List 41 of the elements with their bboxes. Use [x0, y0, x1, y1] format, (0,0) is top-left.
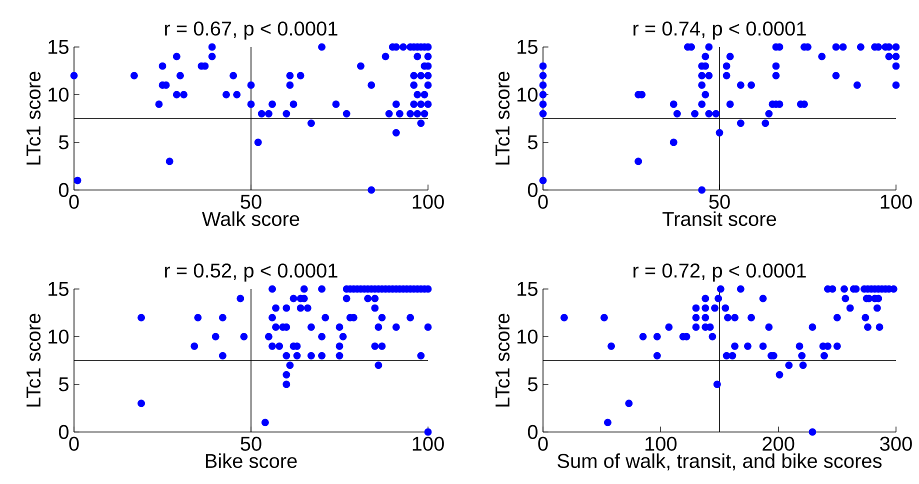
y-axis-title: LTc1 score [496, 314, 510, 406]
y-tick-label: 15 [518, 282, 538, 296]
x-tick-label: 50 [709, 194, 730, 209]
y-tick-label: 10 [48, 88, 69, 102]
y-tick-label: 10 [48, 330, 69, 344]
y-axis-title: LTc1 score [496, 72, 510, 164]
y-tick-label: 15 [518, 40, 538, 54]
x-tick-label: 100 [646, 436, 677, 451]
chart-title: r = 0.74, p < 0.0001 [634, 21, 806, 40]
x-axis-title: Bike score [206, 453, 297, 468]
x-tick-label: 0 [538, 436, 548, 451]
chart-title: r = 0.67, p < 0.0001 [165, 21, 338, 40]
x-axis-title: Walk score [202, 211, 300, 226]
y-axis-title: LTc1 score [26, 72, 41, 164]
x-tick-label: 0 [538, 194, 548, 209]
x-tick-label: 200 [762, 436, 794, 451]
y-tick-label: 5 [528, 135, 538, 150]
y-tick-label: 0 [58, 424, 69, 440]
y-tick-label: 15 [48, 40, 68, 54]
y-tick-label: 10 [518, 88, 538, 102]
x-tick-label: 100 [880, 194, 912, 209]
x-tick-label: 50 [240, 436, 262, 451]
x-tick-label: 0 [69, 436, 79, 451]
y-tick-label: 5 [528, 377, 538, 392]
chart-title: r = 0.52, p < 0.0001 [165, 263, 338, 282]
y-tick-label: 0 [528, 182, 538, 198]
y-tick-label: 0 [528, 424, 538, 440]
x-axis-title: Transit score [662, 211, 776, 226]
y-axis-title: LTc1 score [26, 314, 41, 406]
x-tick-label: 300 [880, 436, 912, 451]
y-tick-label: 5 [58, 377, 68, 392]
x-tick-label: 100 [412, 194, 444, 209]
x-tick-label: 50 [240, 194, 262, 209]
y-tick-label: 5 [58, 135, 68, 150]
y-tick-label: 15 [48, 282, 68, 296]
chart-title: r = 0.72, p < 0.0001 [634, 263, 806, 282]
y-tick-label: 0 [58, 182, 69, 198]
x-tick-label: 0 [69, 194, 79, 209]
x-tick-label: 100 [412, 436, 444, 451]
x-axis-title: Sum of walk, transit, and bike scores [558, 453, 882, 470]
y-tick-label: 10 [518, 330, 538, 344]
